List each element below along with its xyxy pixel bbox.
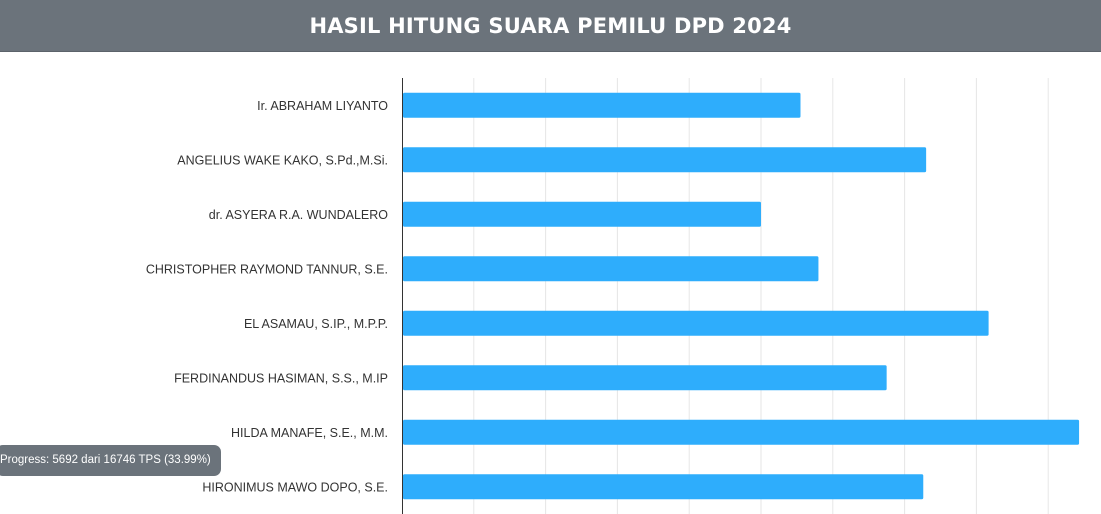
bar[interactable] xyxy=(403,419,1080,445)
category-label: dr. ASYERA R.A. WUNDALERO xyxy=(209,208,388,222)
category-labels: Ir. ABRAHAM LIYANTO ANGELIUS WAKE KAKO, S… xyxy=(146,99,388,495)
category-label: Ir. ABRAHAM LIYANTO xyxy=(257,99,388,113)
gridlines xyxy=(473,78,1049,514)
bar[interactable] xyxy=(403,201,761,227)
category-label: HILDA MANAFE, S.E., M.M. xyxy=(231,426,388,440)
bar-chart-svg: Ir. ABRAHAM LIYANTO ANGELIUS WAKE KAKO, S… xyxy=(146,78,1080,514)
category-label: FERDINANDUS HASIMAN, S.S., M.IP xyxy=(174,371,388,385)
bar[interactable] xyxy=(403,474,924,500)
bar[interactable] xyxy=(403,256,819,282)
bars xyxy=(403,92,1080,500)
page-title: HASIL HITUNG SUARA PEMILU DPD 2024 xyxy=(309,13,792,38)
category-label: ANGELIUS WAKE KAKO, S.Pd.,M.Si. xyxy=(177,153,388,167)
progress-tooltip: Progress: 5692 dari 16746 TPS (33.99%) xyxy=(0,445,221,476)
bar[interactable] xyxy=(403,92,801,118)
category-label: HIRONIMUS MAWO DOPO, S.E. xyxy=(202,480,388,494)
bar[interactable] xyxy=(403,310,989,336)
bar-chart: Ir. ABRAHAM LIYANTO ANGELIUS WAKE KAKO, S… xyxy=(0,52,1101,514)
header-bar: HASIL HITUNG SUARA PEMILU DPD 2024 xyxy=(0,0,1101,52)
category-label: EL ASAMAU, S.IP., M.P.P. xyxy=(244,317,388,331)
bar[interactable] xyxy=(403,365,887,391)
bar[interactable] xyxy=(403,147,927,173)
category-label: CHRISTOPHER RAYMOND TANNUR, S.E. xyxy=(146,262,388,276)
